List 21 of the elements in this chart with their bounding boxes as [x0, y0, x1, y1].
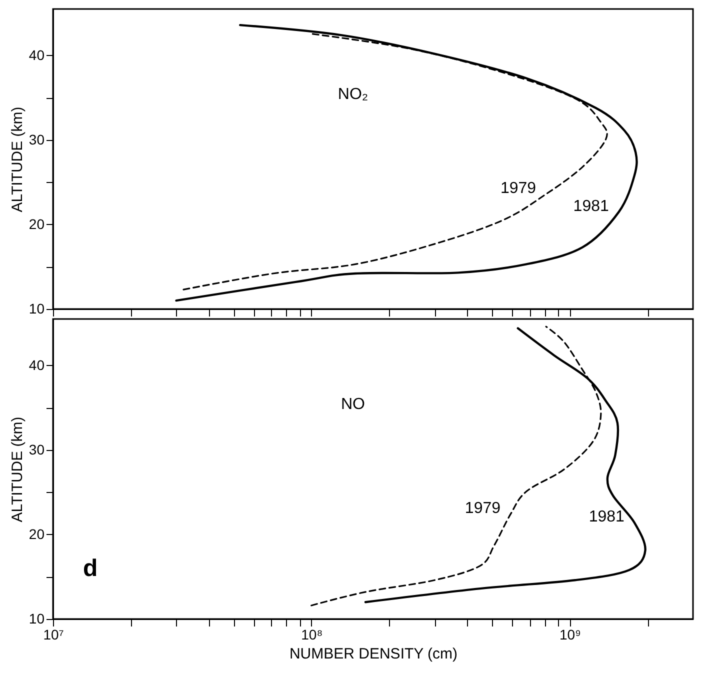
series-label: 1979 — [500, 180, 536, 198]
series-label: 1981 — [573, 198, 610, 215]
y-tick-label: 30 — [28, 441, 45, 458]
x-axis-title: NUMBER DENSITY (cm) — [289, 646, 458, 662]
series-label: 1979 — [464, 500, 501, 518]
y-tick-label: 30 — [28, 131, 45, 148]
y-tick-label: 10 — [28, 610, 45, 626]
x-tick-label: 10⁹ — [559, 626, 582, 642]
annotation: d — [83, 555, 98, 582]
annotation: NO₂ — [338, 86, 368, 103]
annotation: NO — [341, 396, 365, 413]
y-axis-title: ALTITUDE (km) — [8, 106, 26, 212]
y-tick-label: 40 — [28, 46, 45, 63]
series-label: 1981 — [588, 508, 625, 526]
y-tick-label: 20 — [28, 216, 45, 232]
y-tick-label: 40 — [28, 356, 45, 373]
x-tick-label: 10⁸ — [301, 626, 323, 642]
y-tick-label: 20 — [28, 526, 45, 542]
x-tick-label: 10⁷ — [43, 626, 64, 642]
y-tick-label: 10 — [28, 300, 45, 316]
y-axis-title: ALTITUDE (km) — [8, 416, 26, 522]
